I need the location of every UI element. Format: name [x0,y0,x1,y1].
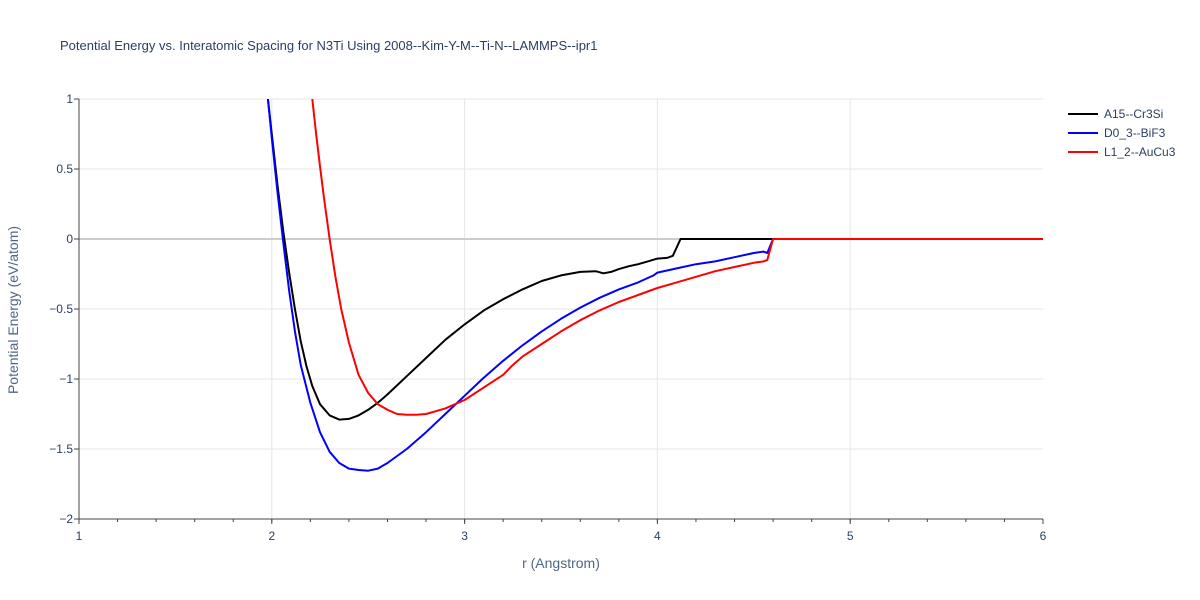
grid [79,98,1043,519]
x-tick-label: 3 [461,529,468,543]
legend-item-a15-cr3si[interactable]: A15--Cr3Si [1068,107,1163,121]
series-line-l1-2-aucu3 [311,99,1043,416]
x-tick-label: 1 [76,529,83,543]
legend-item-l1-2-aucu3[interactable]: L1_2--AuCu3 [1068,145,1176,159]
y-axis: −2 −1.5 −1 −0.5 0 0.5 1 [49,92,80,526]
plot-area [266,99,1043,472]
y-tick-label: 0.5 [56,162,73,176]
chart-title: Potential Energy vs. Interatomic Spacing… [60,38,598,53]
x-axis-title: r (Angstrom) [522,555,600,571]
y-tick-label: 1 [66,92,73,106]
x-tick-label: 2 [268,529,275,543]
x-axis: 1 2 3 4 5 6 [76,518,1047,543]
legend-label: A15--Cr3Si [1104,107,1163,121]
y-tick-label: −2 [59,512,73,526]
x-tick-label: 5 [847,529,854,543]
y-tick-label: −1 [59,372,73,386]
legend-label: D0_3--BiF3 [1104,126,1166,140]
x-tick-label: 4 [654,529,661,543]
y-tick-label: −0.5 [49,302,73,316]
series-line-d0-3-bif3 [266,99,1043,472]
y-axis-title: Potential Energy (eV/atom) [5,226,21,394]
legend: A15--Cr3Si D0_3--BiF3 L1_2--AuCu3 [1068,107,1176,159]
series-line-a15-cr3si [266,99,1043,421]
x-tick-label: 6 [1040,529,1047,543]
legend-item-d0-3-bif3[interactable]: D0_3--BiF3 [1068,126,1166,140]
legend-label: L1_2--AuCu3 [1104,145,1176,159]
y-tick-label: 0 [66,232,73,246]
y-tick-label: −1.5 [49,442,73,456]
